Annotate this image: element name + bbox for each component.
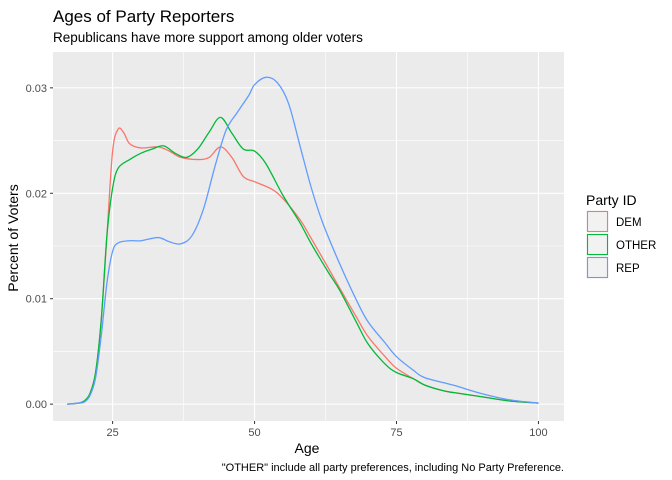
y-tick-label: 0.03 bbox=[26, 83, 47, 95]
x-axis-ticks: 25 50 75 100 bbox=[106, 421, 548, 439]
plot-panel bbox=[53, 52, 564, 421]
density-lines bbox=[67, 76, 539, 405]
chart-subtitle: Republicans have more support among olde… bbox=[53, 30, 363, 45]
legend-label-rep: REP bbox=[616, 263, 640, 275]
legend: Party ID DEM OTHER REP bbox=[585, 192, 656, 280]
x-axis-title: Age bbox=[295, 440, 320, 456]
legend-swatch-other bbox=[586, 233, 609, 256]
x-tick-label: 50 bbox=[248, 427, 260, 439]
x-tick-label: 100 bbox=[529, 427, 547, 439]
legend-swatch-rep bbox=[586, 256, 609, 279]
y-tick-label: 0.02 bbox=[26, 188, 47, 200]
legend-label-other: OTHER bbox=[616, 240, 656, 252]
x-tick-label: 25 bbox=[106, 427, 118, 439]
legend-label-dem: DEM bbox=[616, 217, 642, 229]
y-axis-title: Percent of Voters bbox=[5, 184, 21, 291]
series-line-other bbox=[67, 116, 539, 405]
legend-swatch-dem bbox=[586, 210, 609, 233]
x-tick-label: 75 bbox=[390, 427, 402, 439]
chart-title: Ages of Party Reporters bbox=[53, 7, 234, 26]
series-line-rep bbox=[67, 76, 539, 405]
legend-key-other bbox=[585, 232, 610, 257]
y-tick-label: 0.01 bbox=[26, 294, 47, 306]
legend-key-rep bbox=[585, 255, 610, 280]
chart-caption: "OTHER" include all party preferences, i… bbox=[222, 462, 564, 474]
major-gridlines bbox=[53, 52, 564, 421]
y-tick-label: 0.00 bbox=[26, 399, 47, 411]
legend-key-dem bbox=[585, 209, 610, 234]
y-axis-ticks: 0.00 0.01 0.02 0.03 bbox=[26, 83, 53, 411]
minor-gridlines bbox=[53, 52, 564, 421]
legend-title: Party ID bbox=[586, 192, 637, 208]
